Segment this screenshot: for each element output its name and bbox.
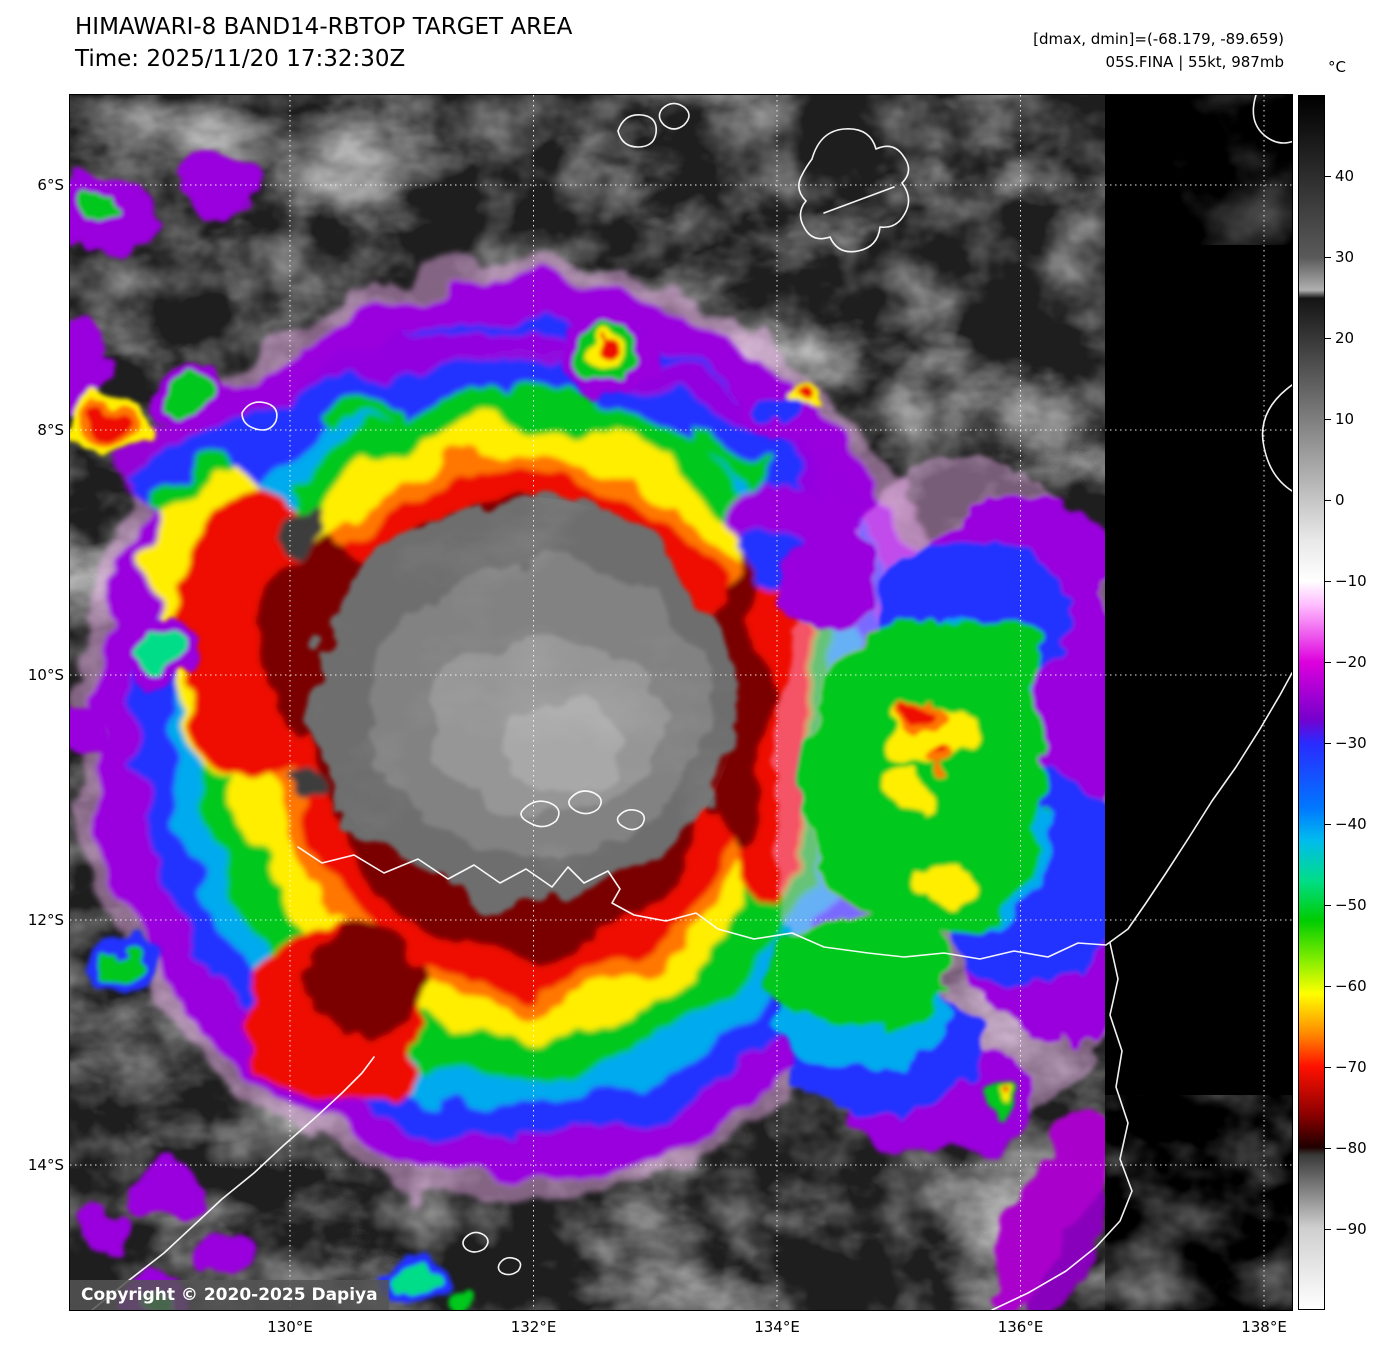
- colorbar-tick-mark: [1325, 175, 1331, 177]
- lat-tick-label: 8°S: [37, 421, 64, 439]
- satellite-image: [70, 95, 1292, 1310]
- colorbar-tick-label: 10: [1335, 410, 1355, 428]
- colorbar-tick-mark: [1325, 1147, 1331, 1149]
- lat-tick-label: 14°S: [27, 1156, 64, 1174]
- coastline-kimberley: [91, 1056, 375, 1310]
- colorbar-tick-mark: [1325, 742, 1331, 744]
- timestamp: Time: 2025/11/20 17:32:30Z: [75, 46, 406, 72]
- south-island-1: [462, 1231, 489, 1253]
- corner-clouds-ne: [1105, 95, 1292, 245]
- header-readouts: [dmax, dmin]=(-68.179, -89.659) 05S.FINA…: [1033, 28, 1284, 74]
- tiwi-islands: [798, 128, 910, 253]
- lon-tick-label: 134°E: [754, 1318, 800, 1336]
- colorbar-tick-mark: [1325, 256, 1331, 258]
- colorbar-tick-mark: [1325, 580, 1331, 582]
- colorbar-tick-mark: [1325, 661, 1331, 663]
- south-island-2: [497, 1256, 522, 1276]
- coastline-north-australia: [297, 672, 1292, 960]
- colorbar-tick-label: 30: [1335, 248, 1355, 266]
- lat-tick-label: 6°S: [37, 176, 64, 194]
- colorbar-tick-mark: [1325, 337, 1331, 339]
- colorbar-tick-label: 20: [1335, 329, 1355, 347]
- storm-info: 05S.FINA | 55kt, 987mb: [1105, 53, 1284, 71]
- coastline-gulf: [991, 942, 1133, 1310]
- lat-tick-label: 10°S: [27, 666, 64, 684]
- west-island: [241, 401, 278, 431]
- colorbar-tick-label: −90: [1335, 1220, 1367, 1238]
- colorbar-tick-label: 0: [1335, 491, 1345, 509]
- lon-tick-label: 136°E: [997, 1318, 1044, 1336]
- satellite-map[interactable]: Copyright © 2020-2025 Dapiya: [69, 94, 1293, 1311]
- colorbar-tick-label: −80: [1335, 1139, 1367, 1157]
- north-island-1: [617, 114, 658, 148]
- colorbar-tick-label: −20: [1335, 653, 1367, 671]
- page-title: HIMAWARI-8 BAND14-RBTOP TARGET AREA: [75, 14, 573, 40]
- colorbar-tick-label: 40: [1335, 167, 1355, 185]
- lon-tick-label: 138°E: [1241, 1318, 1287, 1336]
- colorbar-tick-label: −60: [1335, 977, 1367, 995]
- colorbar: [1298, 95, 1325, 1310]
- colorbar-tick-mark: [1325, 1228, 1331, 1230]
- colorbar-tick-label: −50: [1335, 896, 1367, 914]
- colorbar-tick-label: −30: [1335, 734, 1367, 752]
- island-coast-2: [568, 790, 602, 815]
- colorbar-tick-mark: [1325, 418, 1331, 420]
- colorbar-tick-mark: [1325, 823, 1331, 825]
- colorbar-tick-mark: [1325, 1066, 1331, 1068]
- colorbar-tick-label: −10: [1335, 572, 1367, 590]
- colorbar-unit: °C: [1328, 58, 1346, 76]
- island-coast-3: [616, 809, 646, 831]
- island-coast-1: [520, 800, 560, 828]
- corner-clouds-se: [1105, 1095, 1292, 1310]
- colorbar-tick-label: −40: [1335, 815, 1367, 833]
- lat-tick-label: 12°S: [27, 911, 64, 929]
- lon-tick-label: 130°E: [267, 1318, 313, 1336]
- ne-coast-curve: [1261, 384, 1292, 492]
- colorbar-tick-mark: [1325, 904, 1331, 906]
- north-island-2: [658, 102, 690, 130]
- colorbar-tick-label: −70: [1335, 1058, 1367, 1076]
- cdo-texture: [312, 497, 738, 903]
- colorbar-tick-mark: [1325, 499, 1331, 501]
- graticule: [70, 95, 1292, 1310]
- lon-tick-label: 132°E: [510, 1318, 557, 1336]
- colorbar-gradient: [1299, 96, 1324, 1309]
- coastlines: [91, 95, 1292, 1310]
- tiwi-channel: [823, 186, 895, 214]
- dmax-dmin-readout: [dmax, dmin]=(-68.179, -89.659): [1033, 30, 1284, 48]
- colorbar-tick-mark: [1325, 985, 1331, 987]
- copyright-badge: Copyright © 2020-2025 Dapiya: [70, 1280, 389, 1310]
